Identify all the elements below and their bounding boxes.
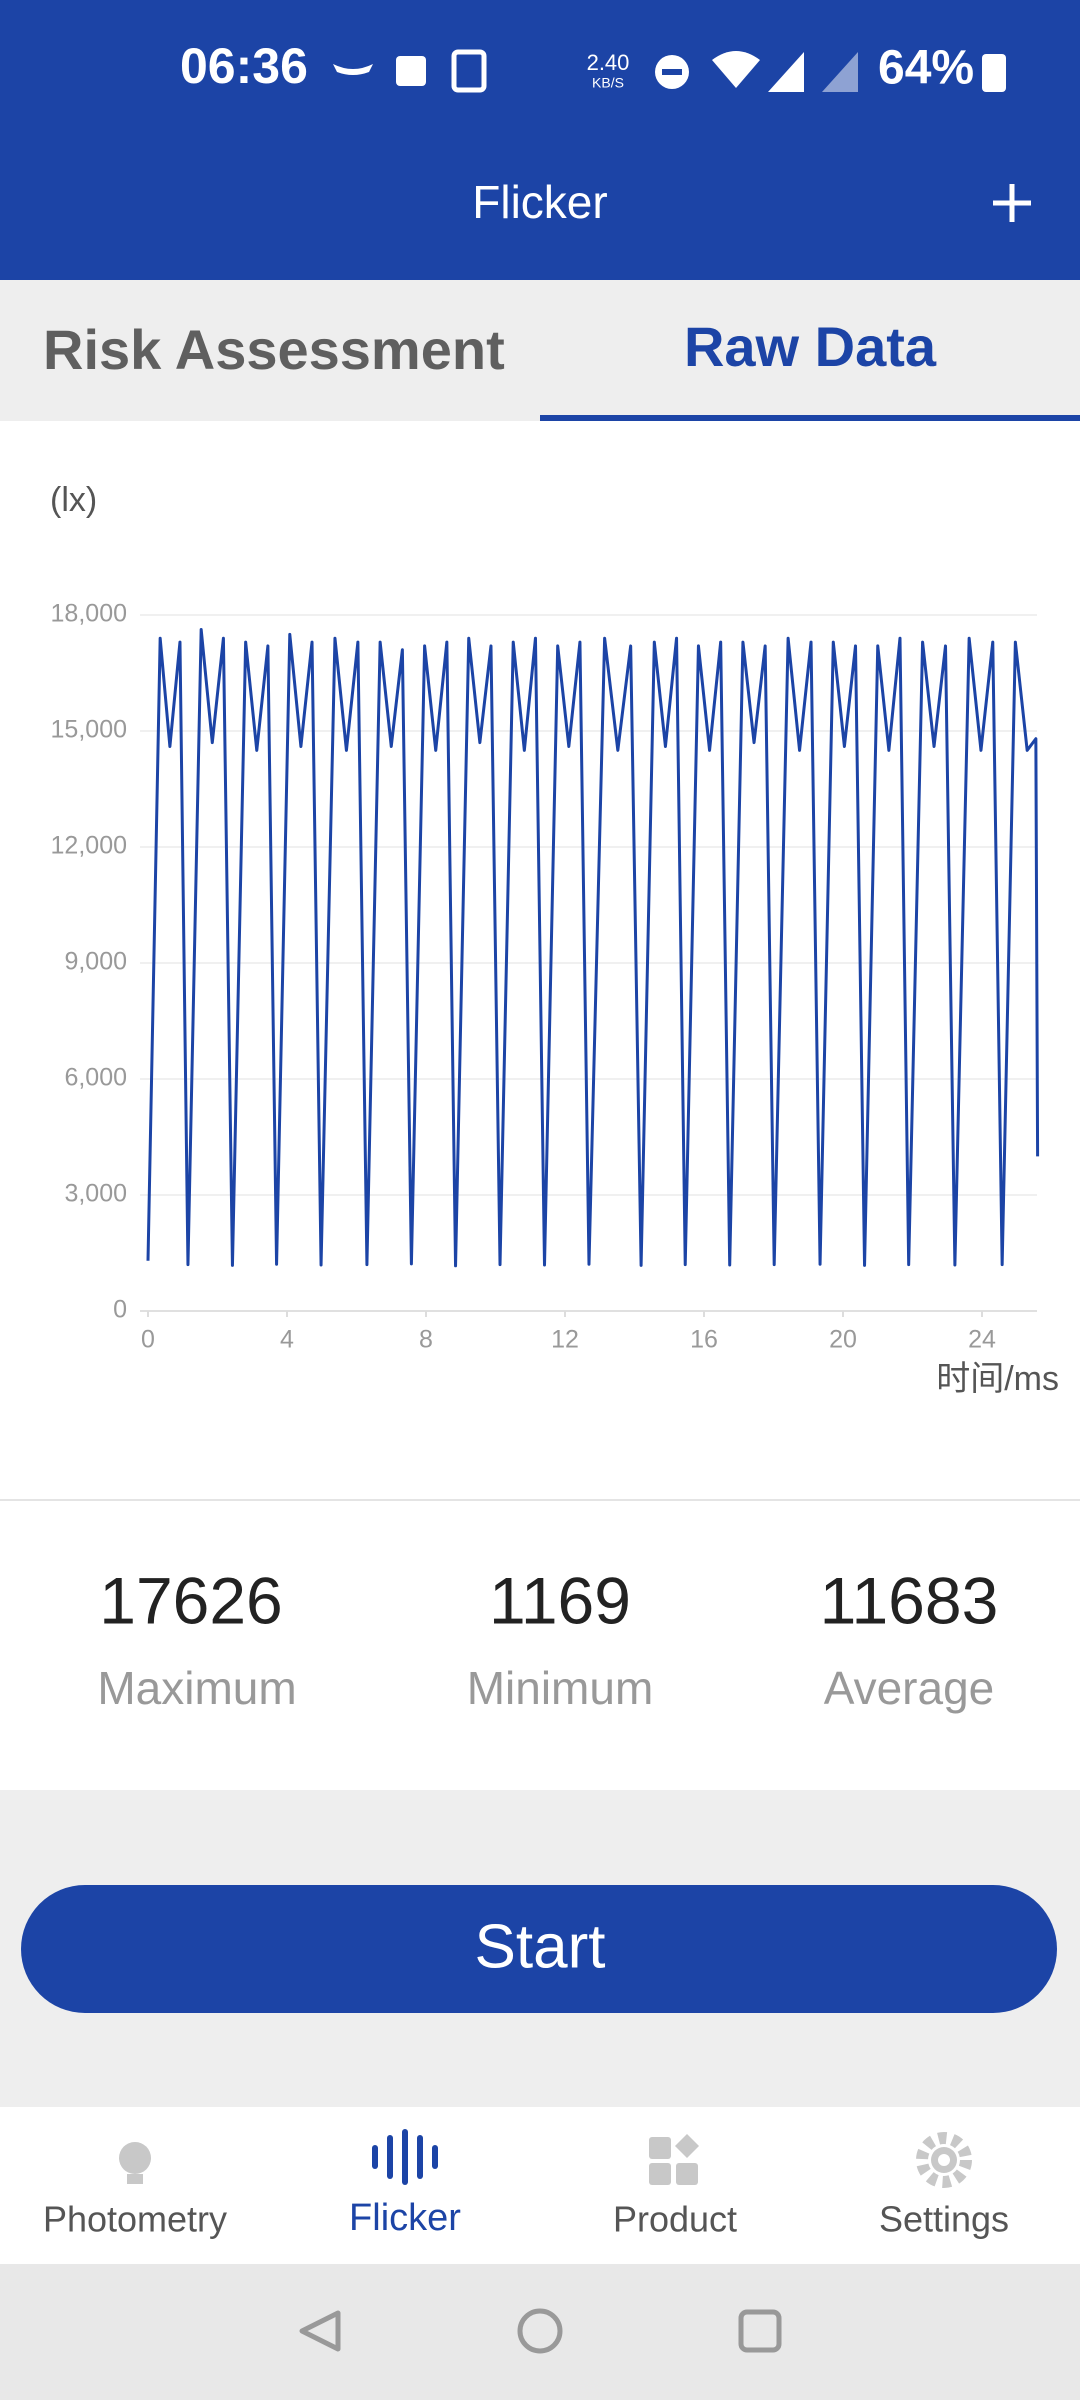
stat-label: Average [824,1662,995,1714]
x-tick-label: 4 [280,1326,294,1354]
stat-label: Minimum [467,1662,654,1714]
recents-button[interactable] [738,2309,782,2353]
signal-icon [768,52,804,92]
net-speed: 2.40 [587,50,630,75]
home-button[interactable] [517,2308,563,2354]
nav-item[interactable]: Flicker [349,2129,461,2239]
nav-label: Product [613,2199,737,2240]
plot: 0 3,000 6,000 9,000 12,000 15,000 18,000 0 4 8 12 1… [51,600,1040,1354]
y-tick-label: 0 [113,1296,127,1324]
app-bar [0,0,1080,280]
tab-indicator [540,415,1080,421]
signal-icon [822,52,858,92]
nav-icon [119,2142,151,2174]
y-tick-label: 15,000 [51,716,127,744]
nav-icon [649,2163,671,2185]
tab[interactable]: Raw Data [684,315,937,378]
nav-icon [372,2129,438,2185]
battery-level: 64% [878,42,974,95]
nav-icon [938,2154,950,2166]
stats-panel [0,1501,1080,1790]
x-axis-label: 时间/ms [936,1360,1059,1398]
nav-label: Flicker [349,2197,461,2239]
app-title: Flicker [472,176,607,228]
net-unit: KB/S [592,75,624,91]
y-tick-label: 12,000 [51,832,127,860]
status-icon [396,56,426,86]
nav-item[interactable]: Photometry [43,2142,227,2240]
y-tick-label: 9,000 [64,948,127,976]
x-tick-label: 16 [690,1326,718,1354]
y-tick-label: 6,000 [64,1064,127,1092]
nav-icon [127,2174,143,2184]
add-button[interactable] [993,184,1031,222]
status-icon [333,64,373,75]
nav-icon [675,2134,699,2158]
nav-item[interactable]: Settings [879,2132,1009,2240]
status-icon [662,69,682,75]
stat-value: 17626 [99,1563,283,1637]
bottom-nav [0,2107,1080,2264]
stat-value: 11683 [820,1563,999,1637]
nav-item[interactable]: Product [613,2134,737,2240]
status-time: 06:36 [180,38,308,94]
nav-icon [649,2137,671,2159]
nav-label: Photometry [43,2199,227,2240]
x-tick-label: 24 [968,1326,996,1354]
status-icons [333,49,1006,93]
battery-icon [982,54,1006,92]
nav-label: Settings [879,2199,1009,2240]
stat-label: Maximum [97,1662,296,1714]
back-button[interactable] [299,2310,341,2352]
y-tick-label: 3,000 [64,1180,127,1208]
x-tick-label: 0 [141,1326,155,1354]
nav-icon [676,2163,698,2185]
wifi-icon [712,51,760,88]
stat-value: 1169 [489,1563,631,1637]
x-tick-label: 8 [419,1326,433,1354]
start-button[interactable] [21,1885,1057,2013]
status-icon [451,49,487,93]
system-nav [0,2264,1080,2400]
x-tick-label: 12 [551,1326,579,1354]
tab-bar [0,280,1080,421]
x-tick-label: 20 [829,1326,857,1354]
data-line [146,627,1040,1268]
tab[interactable]: Risk Assessment [43,318,505,381]
nav-icon [916,2132,972,2188]
start-label: Start [475,1912,606,1981]
y-tick-label: 18,000 [51,600,127,628]
y-unit: (lx) [50,481,97,519]
